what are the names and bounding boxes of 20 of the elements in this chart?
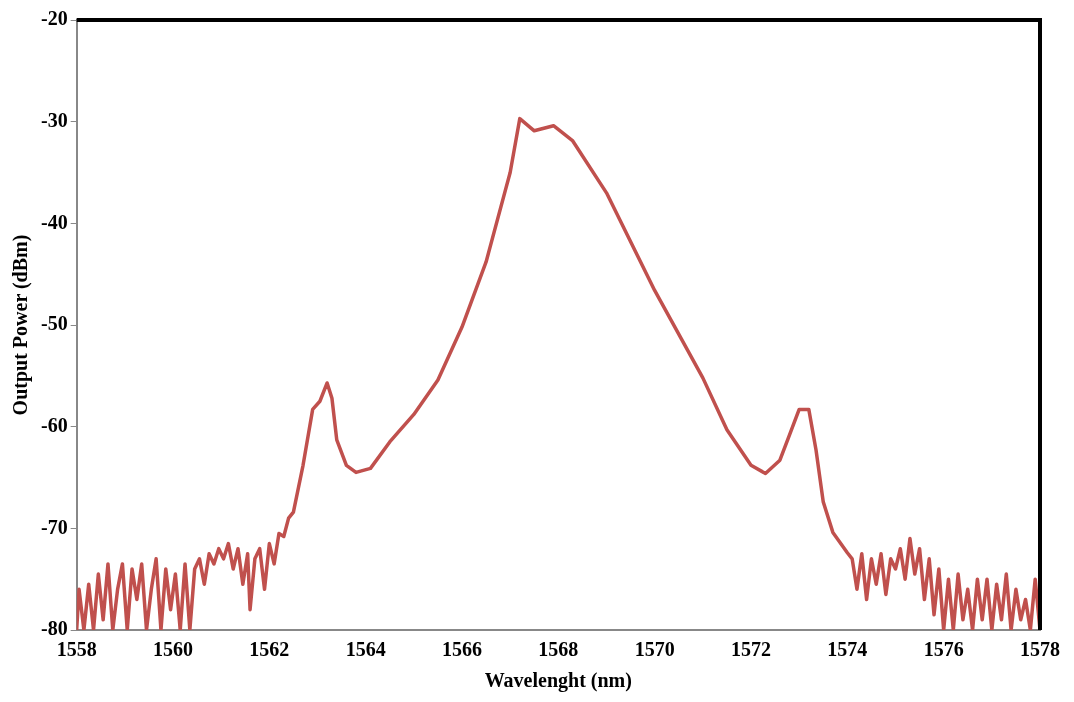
y-tick-label: -80 (40, 617, 68, 640)
y-tick-label: -40 (40, 210, 68, 233)
y-tick-label: -60 (40, 413, 68, 436)
x-tick-label: 1566 (442, 638, 482, 661)
x-tick-label: 1564 (345, 638, 386, 661)
x-tick-label: 1568 (538, 638, 579, 661)
x-tick-label: 1558 (56, 638, 97, 661)
x-tick-label: 1574 (827, 638, 868, 661)
x-tick-label: 1576 (923, 638, 964, 661)
y-tick-label: -50 (40, 312, 68, 335)
x-tick-label: 1560 (152, 638, 193, 661)
y-tick-label: -20 (40, 7, 68, 30)
y-tick-label: -70 (40, 515, 68, 538)
x-tick-label: 1572 (731, 638, 771, 661)
y-axis-title: Output Power (dBm) (9, 234, 33, 416)
y-tick-label: -30 (40, 108, 68, 131)
x-tick-label: 1562 (249, 638, 290, 661)
x-tick-label: 1570 (634, 638, 675, 661)
x-tick-label: 1578 (1020, 638, 1060, 661)
x-axis-title: Wavelenght (nm) (484, 669, 632, 693)
